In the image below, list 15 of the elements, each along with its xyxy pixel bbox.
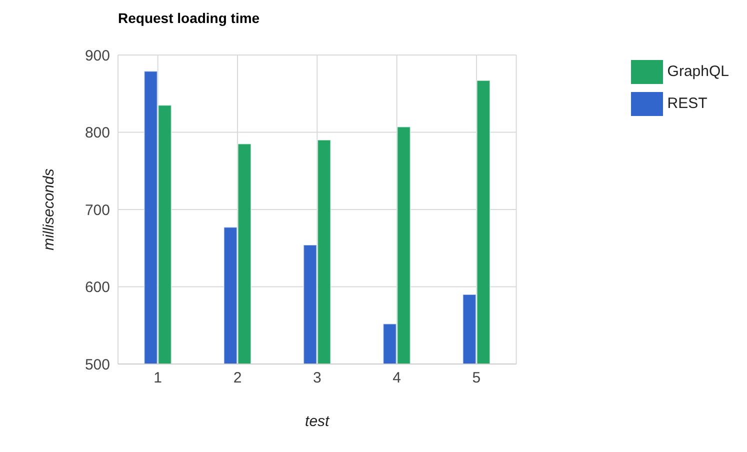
y-tick-label: 900 bbox=[84, 47, 110, 64]
legend-label: GraphQL bbox=[667, 62, 729, 80]
x-tick-label: 5 bbox=[472, 370, 481, 387]
x-axis-title: test bbox=[305, 413, 330, 430]
chart-title: Request loading time bbox=[118, 10, 260, 26]
x-tick-label: 3 bbox=[312, 370, 322, 387]
legend-label: REST bbox=[667, 94, 708, 112]
y-tick-label: 800 bbox=[84, 124, 110, 142]
y-tick-label: 500 bbox=[84, 356, 110, 374]
y-axis-title: milliseconds bbox=[40, 168, 58, 250]
y-tick-label: 600 bbox=[84, 279, 110, 296]
x-tick-label: 1 bbox=[154, 370, 162, 387]
x-tick-label: 4 bbox=[392, 370, 401, 387]
y-tick-label: 700 bbox=[84, 202, 110, 219]
x-tick-label: 2 bbox=[233, 370, 242, 387]
